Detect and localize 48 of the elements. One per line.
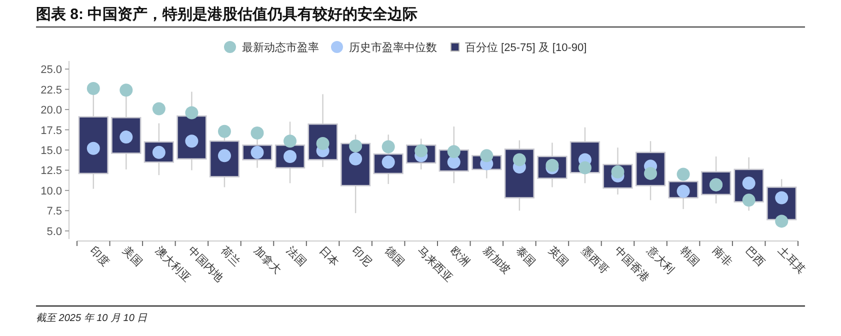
x-tick-label: 美国	[120, 244, 145, 269]
y-tick-label: 22.5	[40, 84, 62, 96]
point	[284, 134, 297, 148]
legend-label: 历史市盈率中位数	[349, 41, 437, 54]
x-tick-label: 日本	[316, 244, 342, 269]
y-tick-label: 10.0	[40, 185, 62, 198]
point	[250, 126, 264, 140]
y-tick-label: 12.5	[40, 165, 62, 178]
point	[742, 194, 756, 207]
point	[349, 139, 362, 152]
point	[382, 140, 395, 154]
legend-label: 最新动态市盈率	[242, 41, 319, 54]
y-tick-label: 15.0	[40, 145, 62, 157]
point	[447, 145, 460, 158]
point	[185, 106, 198, 120]
x-tick-label: 南非	[710, 244, 735, 269]
x-tick-label: 英国	[546, 244, 571, 269]
legend-label: 百分位 [25-75] 及 [10-90]	[465, 42, 587, 54]
point	[86, 82, 100, 96]
point	[480, 149, 494, 162]
x-tick-label: 新加坡	[480, 244, 514, 276]
point	[775, 214, 788, 228]
y-tick-label: 5.0	[46, 226, 62, 238]
x-tick-label: 德国	[382, 244, 406, 269]
x-tick-label: 土耳其	[775, 244, 808, 276]
y-tick-label: 17.5	[40, 124, 62, 137]
point	[218, 124, 231, 138]
y-tick-label: 7.5	[46, 206, 62, 218]
x-tick-label: 印尼	[349, 244, 374, 269]
y-tick-label: 25.0	[40, 64, 62, 76]
y-tick-label: 20.0	[40, 104, 62, 117]
x-tick-label: 荷兰	[218, 244, 244, 269]
point	[512, 153, 526, 166]
x-tick-label: 墨西哥	[578, 244, 611, 276]
point	[578, 161, 592, 174]
x-tick-label: 泰国	[513, 244, 538, 269]
chart-title: 图表 8: 中国资产，特别是港股估值仍具有较好的安全边际	[36, 5, 418, 23]
x-tick-label: 法国	[284, 244, 309, 269]
x-tick-label: 印度	[87, 244, 112, 269]
point	[120, 84, 133, 97]
point	[86, 142, 100, 155]
point	[152, 102, 166, 116]
x-tick-label: 韩国	[677, 244, 702, 269]
x-tick-label: 巴西	[742, 244, 767, 269]
point	[676, 168, 690, 181]
x-tick-label: 加拿大	[251, 244, 284, 276]
text: 截至 2025 年 10 月 10 日	[36, 312, 148, 324]
x-tick-label: 欧洲	[448, 244, 473, 269]
